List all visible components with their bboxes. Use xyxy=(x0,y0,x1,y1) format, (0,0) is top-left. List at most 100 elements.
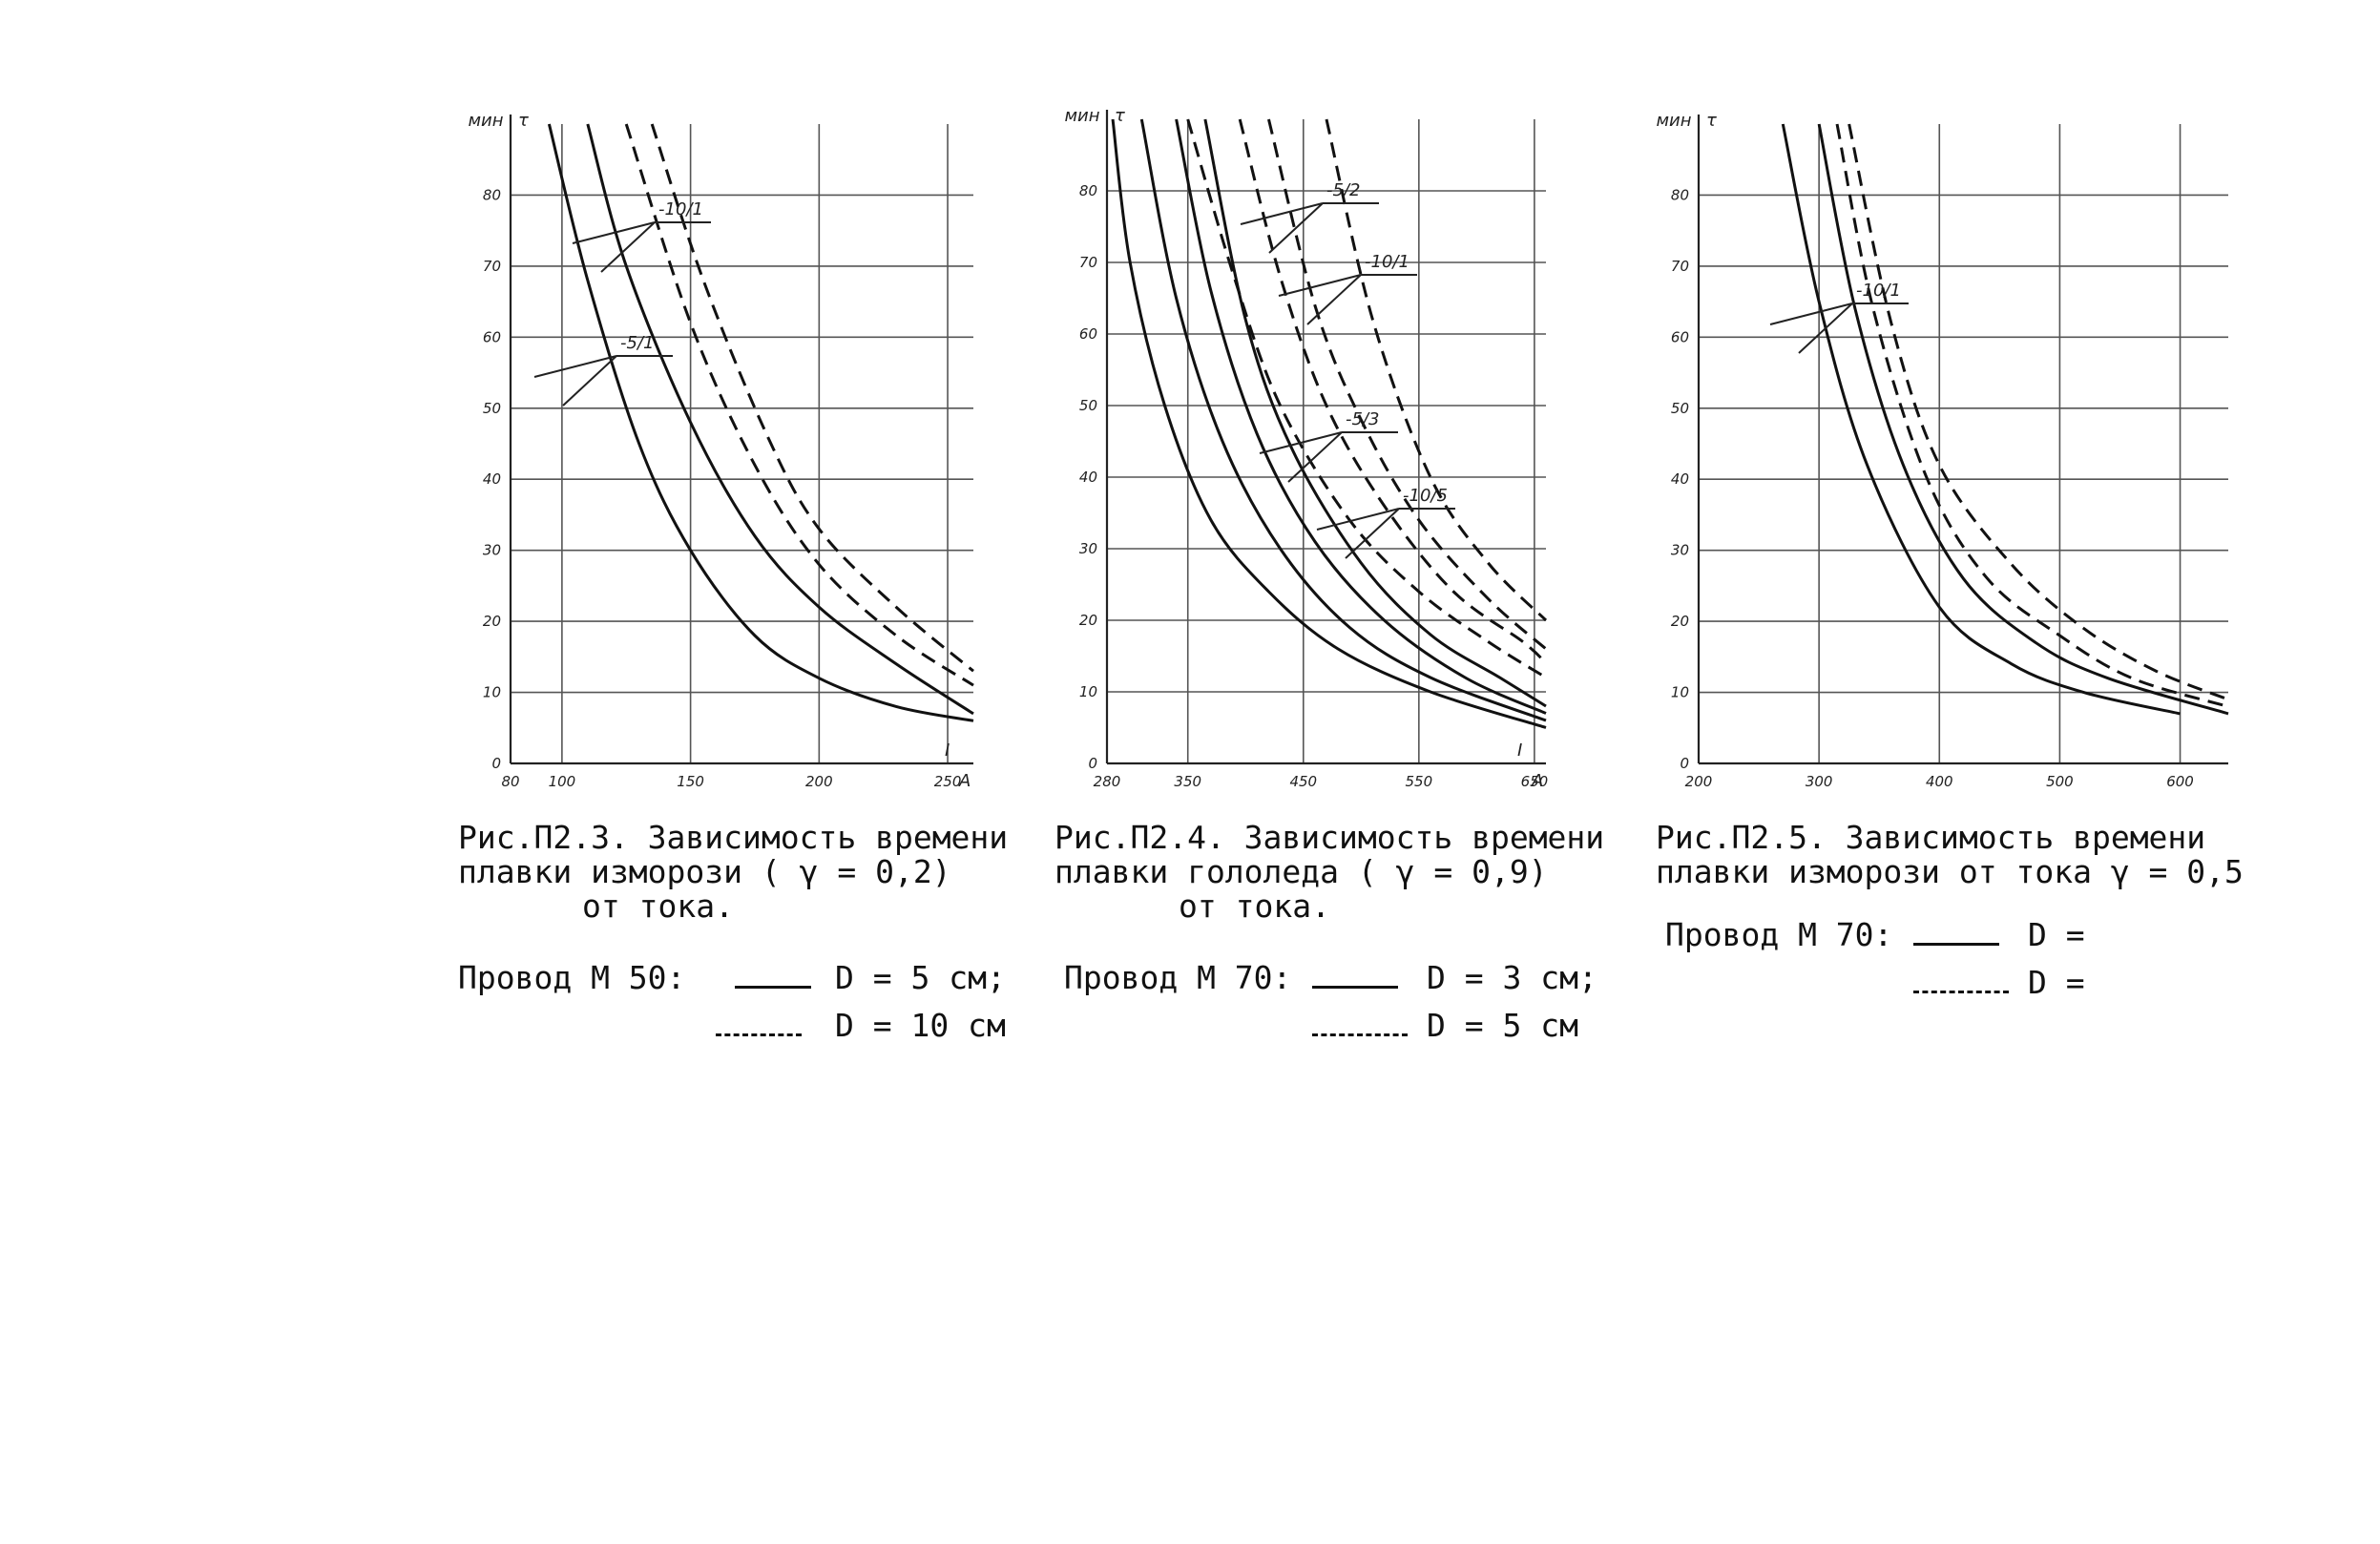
curve-label: -10/1 xyxy=(658,199,703,219)
caption-line-3: от тока. xyxy=(1179,887,1330,925)
y-tick-label: 50 xyxy=(1671,400,1689,417)
y-tick-label: 60 xyxy=(483,328,501,345)
curve-label-leader xyxy=(1316,508,1400,531)
legend-dashed-label: D = xyxy=(2028,964,2085,1001)
curve-label-leader xyxy=(1240,202,1324,225)
y-tick-label: 70 xyxy=(1671,258,1689,275)
y-tick-label: 30 xyxy=(1079,540,1097,557)
chart-caption-2: Рис.П2.4. Зависимость времени плавки гол… xyxy=(1054,821,1665,924)
legend-solid-label: D = 5 см; xyxy=(835,959,1006,996)
y-tick-label: 60 xyxy=(1671,328,1689,345)
series-7-curve xyxy=(1267,118,1547,651)
y-tick-label: 60 xyxy=(1079,325,1097,343)
series-1-curve xyxy=(1781,123,2181,716)
curve-label-leader xyxy=(1306,274,1362,325)
x-tick-label: 300 xyxy=(1806,773,1833,790)
legend-dashed-label: D = 10 см xyxy=(835,1007,1006,1044)
series-8-curve xyxy=(1325,118,1548,622)
x-tick-label: 600 xyxy=(2166,773,2194,790)
series-5-curve xyxy=(1186,118,1547,679)
y-tick-label: 50 xyxy=(1079,397,1097,414)
curve-label-leader xyxy=(1278,274,1362,297)
curve-label: -10/1 xyxy=(1365,252,1409,272)
chart-panel-3: 200 300 400 500 600 0 10 20 30 40 50 60 70 80 мин τ -10/… xyxy=(1656,95,2247,1001)
legend-1: Провод М 50: D = 5 см; D = 10 см xyxy=(458,959,1069,1054)
curve-label-leader xyxy=(562,355,617,407)
x-tick-label: 200 xyxy=(1685,773,1713,790)
series-6-curve xyxy=(1238,118,1548,665)
y-tick-label: 40 xyxy=(483,470,501,488)
chart-svg-3: 200 300 400 500 600 0 10 20 30 40 50 60 70 80 мин τ -10/… xyxy=(1656,111,2229,790)
legend-solid-label: D = xyxy=(2028,916,2085,953)
curve-label: -5/3 xyxy=(1346,409,1379,429)
y-axis-label: τ xyxy=(1706,111,1717,131)
x-tick-label: 400 xyxy=(1926,773,1953,790)
series-4-curve xyxy=(650,123,974,673)
chart-caption-1: Рис.П2.3. Зависимость времени плавки изм… xyxy=(458,821,1069,924)
y-unit-label: мин xyxy=(1064,106,1099,126)
curve-label: -5/2 xyxy=(1326,180,1360,200)
curve-label: -10/1 xyxy=(1856,281,1901,301)
y-tick-label: 30 xyxy=(483,542,501,559)
y-unit-label: мин xyxy=(468,111,503,131)
y-axis-label: τ xyxy=(1115,106,1125,126)
legend-wire-label: Провод М 70: xyxy=(1665,916,1893,953)
y-tick-label: 0 xyxy=(1680,755,1689,772)
y-tick-label: 80 xyxy=(1671,186,1689,203)
x-axis-label: I xyxy=(945,741,950,761)
series-3-curve xyxy=(1175,118,1547,715)
caption-line-2: плавки изморози от тока γ = 0,5 xyxy=(1656,853,2244,890)
legend-dashed-line xyxy=(1913,991,2009,993)
caption-line-1: Рис.П2.4. Зависимость времени xyxy=(1054,819,1605,856)
x-tick-label: 450 xyxy=(1289,773,1317,790)
curve-label-leader xyxy=(600,221,656,273)
y-tick-label: 10 xyxy=(483,684,501,701)
x-tick-label: 500 xyxy=(2046,773,2074,790)
caption-line-3: от тока. xyxy=(582,887,734,925)
y-tick-label: 70 xyxy=(483,258,501,275)
series-1-curve xyxy=(547,123,974,722)
y-tick-label: 30 xyxy=(1671,542,1689,559)
x-axis-label: I xyxy=(1517,741,1522,761)
legend-dashed-label: D = 5 см xyxy=(1427,1007,1578,1044)
series-2-curve xyxy=(1817,123,2229,716)
x-tick-label: 350 xyxy=(1174,773,1201,790)
x-tick-label: 150 xyxy=(677,773,704,790)
series-2-curve xyxy=(586,123,974,716)
x-tick-label: 80 xyxy=(501,773,519,790)
caption-line-1: Рис.П2.5. Зависимость времени xyxy=(1656,819,2206,856)
curve-label-leader xyxy=(1268,202,1324,254)
y-tick-label: 10 xyxy=(1671,684,1689,701)
legend-wire-label: Провод М 50: xyxy=(458,959,686,996)
y-tick-label: 0 xyxy=(491,755,501,772)
legend-2: Провод М 70: D = 3 см; D = 5 см xyxy=(1054,959,1665,1054)
y-axis-label: τ xyxy=(518,111,529,131)
curve-label-leader xyxy=(1259,431,1343,454)
legend-dashed-line xyxy=(716,1033,802,1036)
x-unit-label: А xyxy=(1531,771,1543,791)
caption-line-2: плавки гололеда ( γ = 0,9) xyxy=(1054,853,1548,890)
y-tick-label: 10 xyxy=(1079,683,1097,700)
legend-dashed-line xyxy=(1312,1033,1408,1036)
x-tick-label: 550 xyxy=(1406,773,1433,790)
caption-line-2: плавки изморози ( γ = 0,2) xyxy=(458,853,951,890)
y-tick-label: 20 xyxy=(1671,613,1689,630)
legend-3: Провод М 70: D = D = xyxy=(1656,916,2266,1012)
curve-label: -10/5 xyxy=(1403,486,1448,506)
y-tick-label: 80 xyxy=(1079,182,1097,199)
curve-label-leader xyxy=(1287,431,1343,483)
y-tick-label: 80 xyxy=(483,186,501,203)
x-tick-label: 650 xyxy=(1521,773,1549,790)
series-3-curve xyxy=(624,123,974,687)
x-tick-label: 200 xyxy=(805,773,833,790)
x-unit-label: А xyxy=(958,771,971,791)
y-tick-label: 20 xyxy=(483,613,501,630)
legend-wire-label: Провод М 70: xyxy=(1064,959,1292,996)
y-tick-label: 50 xyxy=(483,400,501,417)
legend-solid-line xyxy=(1312,986,1398,989)
curve-label-leader xyxy=(1345,508,1400,559)
y-tick-label: 0 xyxy=(1088,755,1097,772)
curve-label-leader xyxy=(1798,303,1853,354)
legend-solid-line xyxy=(735,986,811,989)
y-tick-label: 40 xyxy=(1079,469,1097,486)
